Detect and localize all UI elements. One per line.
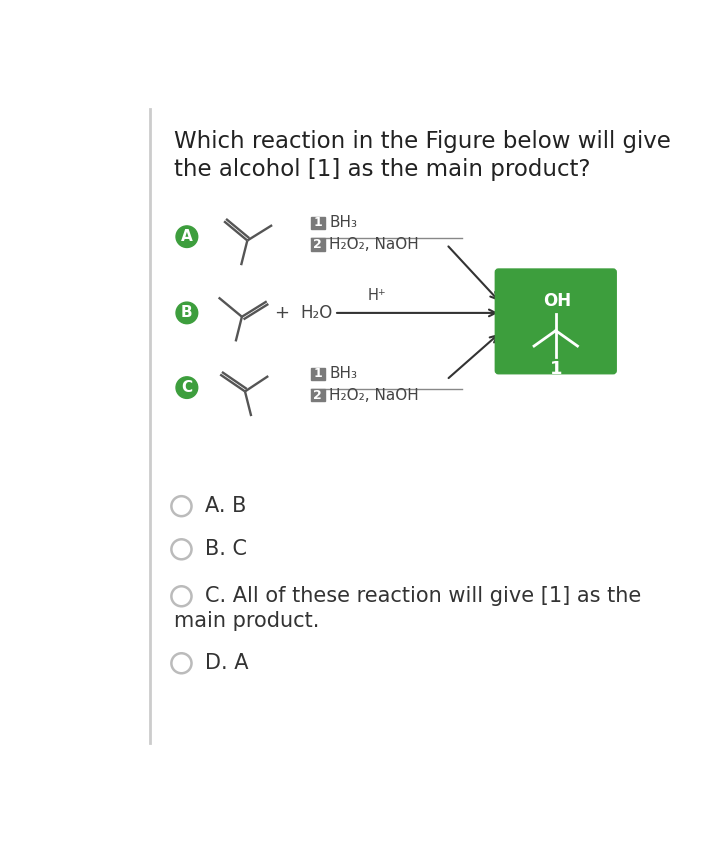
Text: C: C (181, 380, 192, 395)
Text: H₂O: H₂O (301, 304, 333, 322)
Text: 2: 2 (313, 389, 323, 402)
FancyBboxPatch shape (495, 269, 616, 373)
Text: H⁺: H⁺ (367, 288, 386, 303)
Text: B. C: B. C (204, 540, 247, 559)
Text: B: B (181, 305, 193, 320)
Text: the alcohol [1] as the main product?: the alcohol [1] as the main product? (174, 158, 590, 181)
Text: main product.: main product. (174, 611, 319, 631)
Circle shape (176, 226, 198, 248)
Text: BH₃: BH₃ (330, 366, 357, 381)
Circle shape (176, 302, 198, 324)
Text: D. A: D. A (204, 653, 248, 674)
Text: 1: 1 (549, 360, 562, 379)
Text: BH₃: BH₃ (330, 215, 357, 230)
Text: A: A (181, 229, 193, 244)
FancyBboxPatch shape (311, 368, 325, 380)
Text: 1: 1 (313, 217, 323, 229)
Text: C. All of these reaction will give [1] as the: C. All of these reaction will give [1] a… (204, 586, 641, 606)
Circle shape (176, 377, 198, 399)
Text: Which reaction in the Figure below will give: Which reaction in the Figure below will … (174, 131, 670, 153)
Text: H₂O₂, NaOH: H₂O₂, NaOH (330, 237, 419, 252)
Text: +: + (274, 304, 289, 322)
Text: A. B: A. B (204, 497, 246, 516)
FancyBboxPatch shape (311, 217, 325, 229)
FancyBboxPatch shape (311, 239, 325, 250)
Text: 1: 1 (313, 368, 323, 380)
Text: OH: OH (544, 293, 572, 310)
FancyBboxPatch shape (311, 389, 325, 401)
Text: 2: 2 (313, 238, 323, 251)
Text: H₂O₂, NaOH: H₂O₂, NaOH (330, 388, 419, 403)
